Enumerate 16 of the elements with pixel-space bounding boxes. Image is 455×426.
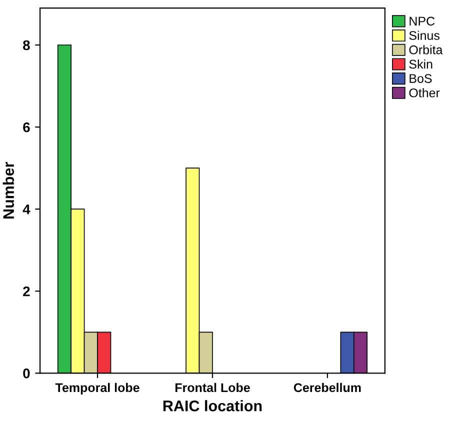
y-tick-label: 8 [23,40,30,50]
y-tick-label: 4 [22,204,30,214]
x-tick-label: Temporal lobe [55,382,140,395]
legend-label: BoS [410,74,432,83]
legend-label: Other [409,88,440,98]
y-tick-label: 6 [23,122,30,132]
legend-label: Orbita [409,45,443,54]
x-axis-title: RAIC location [163,400,262,412]
legend-label: NPC [410,16,435,26]
legend-label: Sinus [409,30,440,40]
y-axis-title: Number [2,162,14,218]
legend-label: Skin [409,59,432,69]
x-tick-label: Cerebellum [294,382,361,392]
y-tick-label: 0 [23,368,30,378]
x-tick-label: Frontal Lobe [175,382,250,392]
y-tick-label: 2 [23,286,30,296]
